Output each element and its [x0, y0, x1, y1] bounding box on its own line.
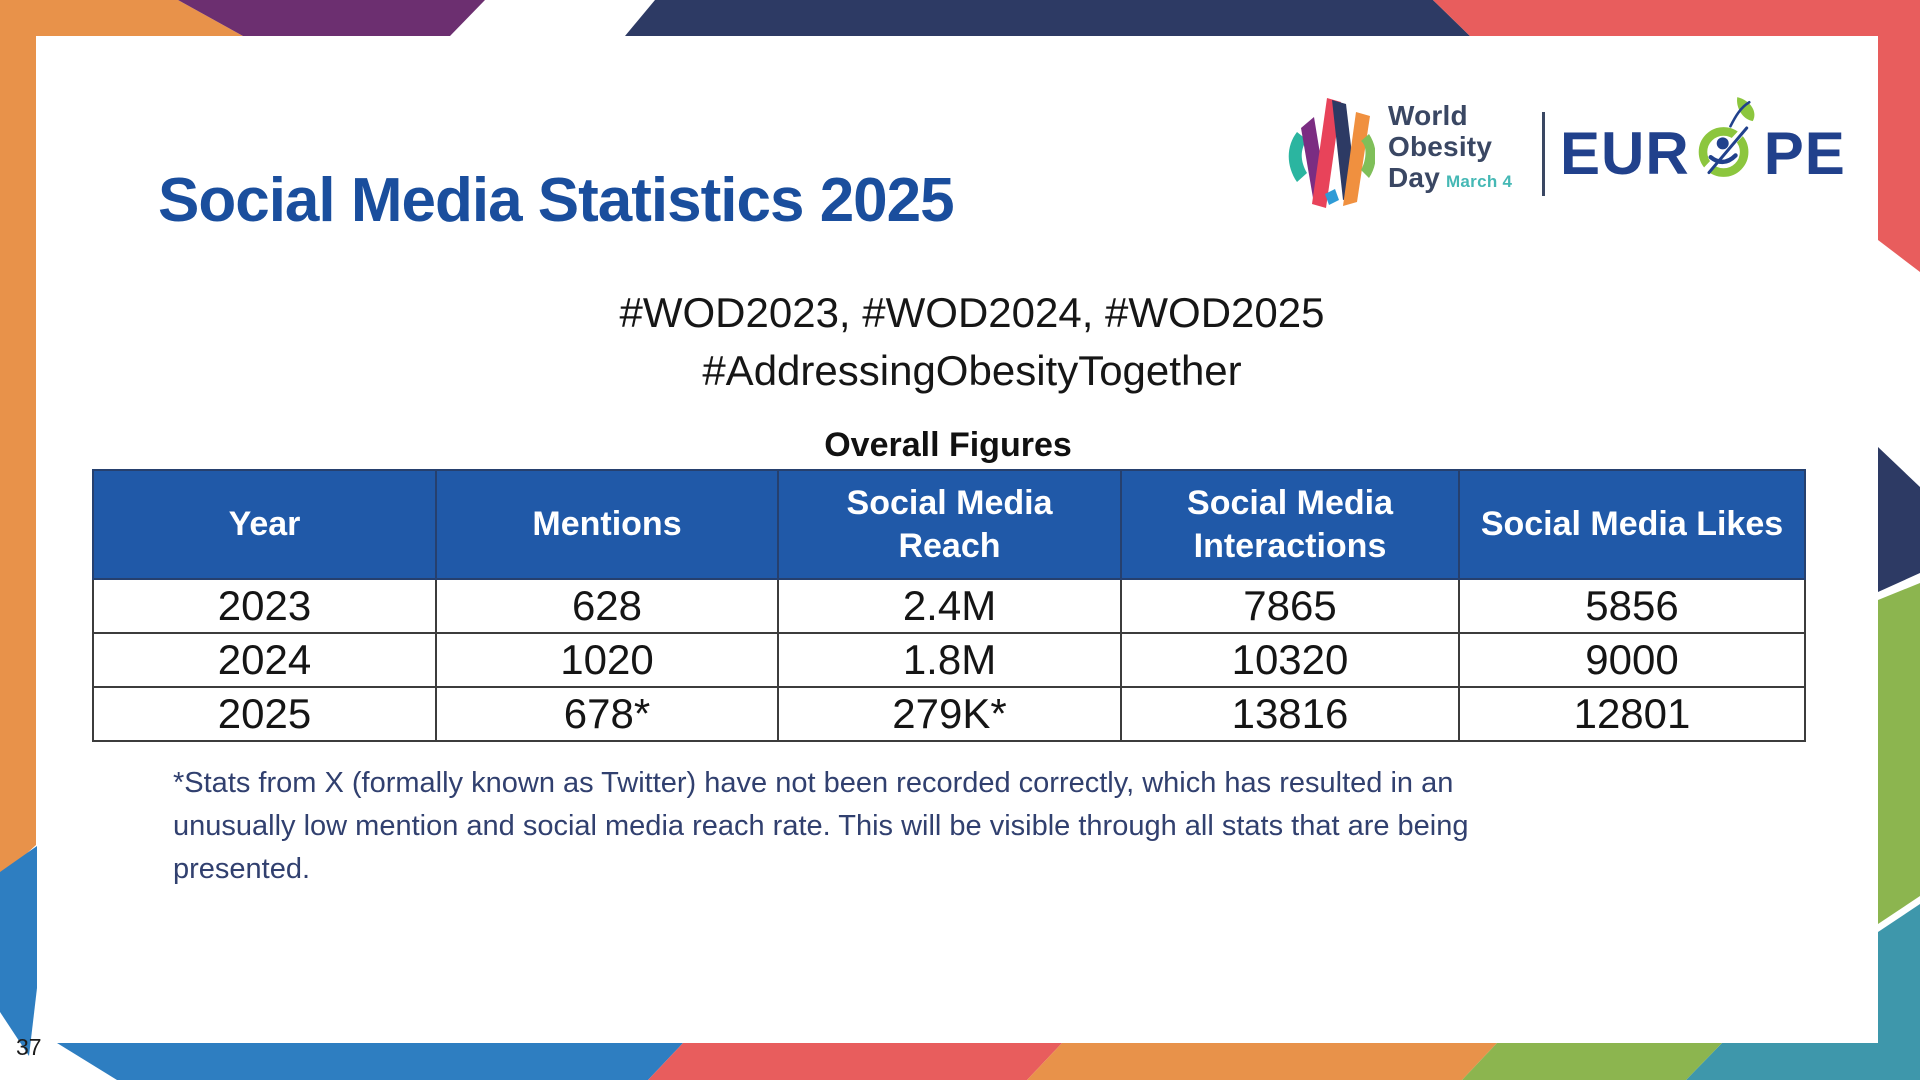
europe-logo: EUR PE — [1560, 97, 1846, 187]
world-obesity-day-logo-icon — [1288, 98, 1375, 208]
ribbon-right-green — [1878, 583, 1920, 924]
cell-year: 2025 — [92, 686, 437, 742]
logo-date: March 4 — [1445, 172, 1513, 191]
world-obesity-day-wordmark: World Obesity Day March 4 — [1388, 100, 1512, 197]
hashtags-block: #WOD2023, #WOD2024, #WOD2025 #Addressing… — [92, 284, 1852, 400]
overall-figures-table: Year Mentions Social Media Reach Social M… — [92, 469, 1806, 742]
logo-word-obesity: Obesity — [1388, 131, 1493, 162]
cell-mentions: 678* — [435, 686, 779, 742]
cell-mentions: 1020 — [435, 632, 779, 688]
table-row-2023: 2023 628 2.4M 7865 5856 — [92, 578, 1806, 634]
cell-year: 2024 — [92, 632, 437, 688]
ribbon-top-right-red — [1433, 0, 1920, 272]
footnote-line-3: presented. — [173, 853, 311, 885]
logo-word-world: World — [1388, 100, 1468, 131]
cell-reach: 1.8M — [777, 632, 1122, 688]
ribbon-top-left-orange — [0, 0, 243, 878]
cell-likes: 9000 — [1458, 632, 1806, 688]
europe-text-eur: EUR — [1560, 120, 1690, 187]
header-social-media-reach: Social Media Reach — [777, 469, 1122, 580]
table-title: Overall Figures — [824, 426, 1072, 464]
europe-text-pe: PE — [1763, 120, 1846, 187]
ribbon-bottom-orange — [1027, 1043, 1497, 1080]
cell-likes: 12801 — [1458, 686, 1806, 742]
cell-interactions: 10320 — [1120, 632, 1460, 688]
cell-reach: 279K* — [777, 686, 1122, 742]
ribbon-top-purple — [178, 0, 485, 36]
ribbon-right-navy-chevron — [1878, 447, 1920, 592]
table-row-2025: 2025 678* 279K* 13816 12801 — [92, 686, 1806, 742]
footnote: *Stats from X (formally known as Twitter… — [173, 762, 1469, 891]
cell-likes: 5856 — [1458, 578, 1806, 634]
ribbon-top-navy — [625, 0, 1470, 36]
logo-word-day: Day March 4 — [1388, 162, 1513, 193]
table-header-row: Year Mentions Social Media Reach Social M… — [92, 469, 1806, 580]
cell-year: 2023 — [92, 578, 437, 634]
ribbon-bottom-red — [648, 1043, 1062, 1080]
hashtags-line-2: #AddressingObesityTogether — [702, 347, 1242, 394]
header-social-media-likes: Social Media Likes — [1458, 469, 1806, 580]
europe-o-globe-icon — [1698, 97, 1755, 177]
cell-mentions: 628 — [435, 578, 779, 634]
ribbon-bottom-green — [1462, 1043, 1722, 1080]
cell-interactions: 13816 — [1120, 686, 1460, 742]
footnote-line-2: unusually low mention and social media r… — [173, 810, 1469, 842]
header-year: Year — [92, 469, 437, 580]
page-number: 37 — [16, 1034, 42, 1060]
ribbon-bottom-right-teal — [1686, 904, 1920, 1080]
hashtags-line-1: #WOD2023, #WOD2024, #WOD2025 — [619, 289, 1325, 336]
cell-interactions: 7865 — [1120, 578, 1460, 634]
ribbon-left-blue-wedge — [0, 846, 37, 1056]
ribbon-bottom-blue — [57, 1043, 683, 1080]
table-row-2024: 2024 1020 1.8M 10320 9000 — [92, 632, 1806, 688]
header-social-media-interactions: Social Media Interactions — [1120, 469, 1460, 580]
footnote-line-1: *Stats from X (formally known as Twitter… — [173, 767, 1454, 799]
logo-divider — [1542, 112, 1545, 196]
page-title: Social Media Statistics 2025 — [158, 165, 955, 235]
cell-reach: 2.4M — [777, 578, 1122, 634]
header-mentions: Mentions — [435, 469, 779, 580]
